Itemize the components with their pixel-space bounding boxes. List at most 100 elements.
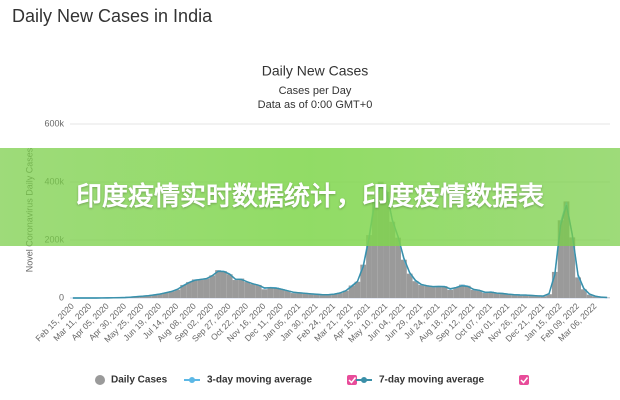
bar bbox=[488, 291, 494, 298]
bar bbox=[557, 220, 564, 298]
y-tick-label: 0 bbox=[59, 292, 64, 302]
bar bbox=[302, 293, 309, 298]
bar bbox=[250, 284, 256, 298]
bar bbox=[435, 286, 442, 298]
bar bbox=[191, 279, 198, 298]
legend-marker bbox=[189, 377, 195, 383]
bar bbox=[528, 295, 535, 298]
page-title: Daily New Cases in India bbox=[12, 6, 213, 26]
bar bbox=[255, 284, 262, 298]
legend-item[interactable]: 3-day moving average bbox=[184, 375, 312, 386]
bar bbox=[313, 294, 320, 298]
bar bbox=[546, 294, 552, 298]
bar bbox=[482, 292, 489, 298]
chart-title: Daily New Cases bbox=[262, 63, 369, 79]
bar bbox=[174, 289, 181, 298]
bar bbox=[430, 286, 436, 298]
bar bbox=[151, 294, 158, 298]
bar bbox=[319, 294, 326, 298]
bar bbox=[395, 237, 401, 298]
checkbox-check bbox=[348, 377, 357, 384]
bar bbox=[331, 294, 338, 298]
bar bbox=[325, 294, 332, 298]
legend-label: 3-day moving average bbox=[207, 375, 312, 386]
y-tick-label: 600k bbox=[44, 118, 64, 128]
bar bbox=[273, 287, 280, 298]
bar bbox=[197, 279, 204, 298]
bar bbox=[267, 287, 274, 298]
legend-marker bbox=[361, 377, 367, 383]
bar bbox=[522, 294, 529, 298]
bar bbox=[459, 284, 465, 298]
legend-item[interactable]: 7-day moving average bbox=[356, 375, 484, 386]
bar bbox=[186, 282, 192, 298]
bar bbox=[162, 292, 169, 298]
bar bbox=[342, 290, 349, 298]
bar bbox=[453, 287, 460, 298]
bar bbox=[232, 280, 239, 298]
bar bbox=[418, 284, 425, 298]
chart-note: Data as of 0:00 GMT+0 bbox=[258, 99, 373, 111]
bar bbox=[493, 293, 500, 298]
bar bbox=[308, 293, 314, 298]
bar bbox=[215, 270, 221, 298]
bar bbox=[424, 285, 430, 298]
bar bbox=[203, 278, 210, 298]
bar bbox=[470, 289, 477, 298]
legend-label: 7-day moving average bbox=[379, 375, 484, 386]
bar bbox=[284, 290, 291, 298]
legend-checkbox[interactable] bbox=[519, 375, 529, 385]
bar bbox=[226, 274, 233, 298]
bar bbox=[580, 289, 587, 298]
bar bbox=[145, 295, 152, 298]
bar bbox=[180, 284, 187, 298]
bar bbox=[290, 293, 297, 298]
bar bbox=[412, 281, 419, 298]
bar bbox=[366, 235, 372, 298]
bar bbox=[371, 197, 378, 298]
bar bbox=[296, 292, 303, 298]
bar bbox=[476, 290, 483, 298]
legend-label: Daily Cases bbox=[111, 375, 168, 386]
bar bbox=[517, 295, 523, 298]
legend-marker bbox=[95, 375, 105, 385]
bar bbox=[569, 237, 576, 298]
bar bbox=[400, 259, 407, 298]
bar bbox=[575, 277, 581, 298]
bar bbox=[348, 285, 355, 298]
line bbox=[72, 185, 608, 299]
bar bbox=[406, 273, 413, 298]
bar bbox=[499, 293, 506, 298]
bar bbox=[540, 296, 547, 298]
bar bbox=[447, 289, 454, 298]
bar bbox=[441, 286, 448, 298]
bar bbox=[360, 264, 367, 298]
bar bbox=[244, 282, 250, 298]
legend-item[interactable]: Daily Cases bbox=[95, 375, 168, 386]
bar bbox=[389, 221, 396, 298]
bar bbox=[511, 294, 518, 298]
bar bbox=[220, 271, 227, 298]
checkbox-check bbox=[520, 377, 529, 384]
legend-checkbox[interactable] bbox=[347, 375, 357, 385]
bar bbox=[238, 278, 245, 298]
bar bbox=[157, 293, 163, 298]
bar bbox=[505, 294, 512, 298]
chart-subtitle: Cases per Day bbox=[279, 85, 352, 97]
bar bbox=[354, 281, 361, 298]
bar bbox=[168, 291, 175, 298]
bar bbox=[586, 294, 593, 298]
bar bbox=[464, 285, 471, 298]
bar bbox=[551, 271, 558, 298]
bar bbox=[337, 293, 343, 298]
bar bbox=[534, 295, 541, 298]
bar bbox=[279, 289, 285, 298]
banner: 印度疫情实时数据统计，印度疫情数据表 bbox=[0, 148, 620, 246]
bar bbox=[261, 289, 268, 298]
bar bbox=[139, 296, 146, 298]
banner-text: 印度疫情实时数据统计，印度疫情数据表 bbox=[75, 182, 544, 212]
bar bbox=[209, 275, 216, 298]
bar bbox=[592, 296, 599, 298]
